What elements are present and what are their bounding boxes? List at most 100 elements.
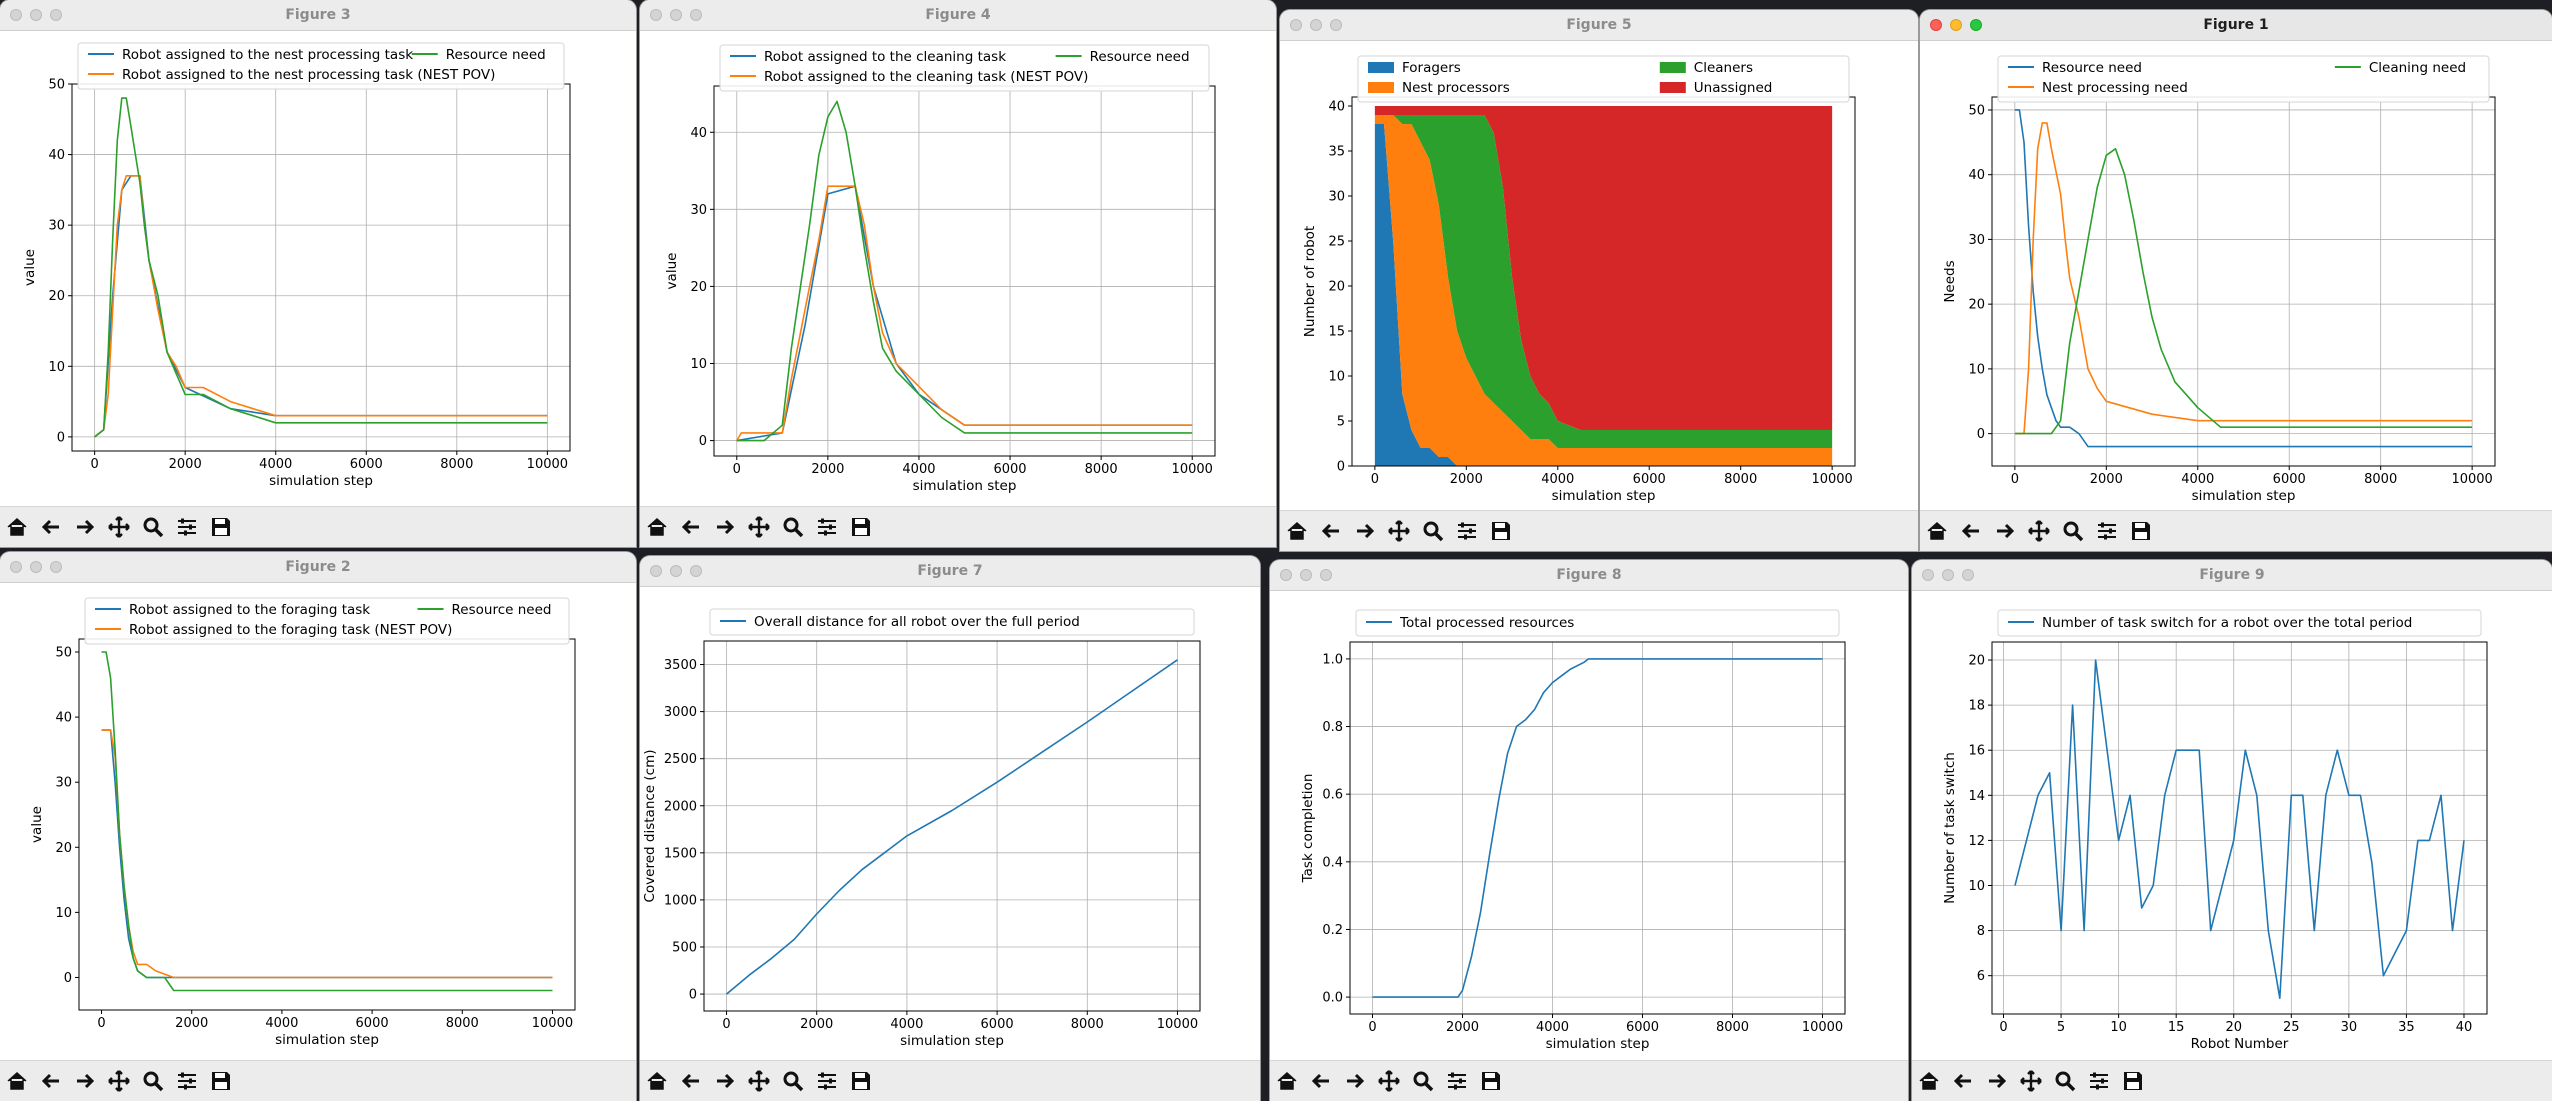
back-icon[interactable] bbox=[1950, 1068, 1976, 1094]
x-tick-label: 8000 bbox=[1716, 1020, 1749, 1035]
configure-icon[interactable] bbox=[1444, 1068, 1470, 1094]
forward-icon[interactable] bbox=[1342, 1068, 1368, 1094]
zoom-button[interactable] bbox=[1320, 569, 1332, 581]
save-icon[interactable] bbox=[1488, 518, 1514, 544]
legend-box bbox=[709, 608, 1195, 636]
y-axis-label: value bbox=[664, 253, 680, 290]
minimize-button[interactable] bbox=[670, 9, 682, 21]
forward-icon[interactable] bbox=[1352, 518, 1378, 544]
close-button[interactable] bbox=[10, 561, 22, 573]
save-icon[interactable] bbox=[208, 1068, 234, 1094]
y-tick-label: 10 bbox=[1328, 370, 1345, 385]
minimize-button[interactable] bbox=[1950, 19, 1962, 31]
minimize-button[interactable] bbox=[1310, 19, 1322, 31]
forward-icon[interactable] bbox=[72, 1068, 98, 1094]
y-tick-label: 35 bbox=[1328, 145, 1345, 160]
home-icon[interactable] bbox=[4, 1068, 30, 1094]
configure-icon[interactable] bbox=[1454, 518, 1480, 544]
pan-icon[interactable] bbox=[746, 514, 772, 540]
close-button[interactable] bbox=[650, 9, 662, 21]
home-icon[interactable] bbox=[644, 514, 670, 540]
forward-icon[interactable] bbox=[72, 514, 98, 540]
zoom-icon[interactable] bbox=[140, 514, 166, 540]
window-titlebar[interactable]: Figure 3 bbox=[0, 0, 636, 31]
save-icon[interactable] bbox=[2128, 518, 2154, 544]
zoom-button[interactable] bbox=[690, 9, 702, 21]
zoom-button[interactable] bbox=[1970, 19, 1982, 31]
back-icon[interactable] bbox=[678, 514, 704, 540]
pan-icon[interactable] bbox=[1376, 1068, 1402, 1094]
zoom-button[interactable] bbox=[50, 9, 62, 21]
series-line bbox=[94, 175, 548, 438]
close-button[interactable] bbox=[1280, 569, 1292, 581]
zoom-icon[interactable] bbox=[2060, 518, 2086, 544]
forward-icon[interactable] bbox=[1992, 518, 2018, 544]
zoom-icon[interactable] bbox=[140, 1068, 166, 1094]
zoom-icon[interactable] bbox=[1420, 518, 1446, 544]
home-icon[interactable] bbox=[1284, 518, 1310, 544]
legend-label: Nest processing need bbox=[2042, 80, 2188, 96]
window-titlebar[interactable]: Figure 1 bbox=[1920, 10, 2552, 41]
save-icon[interactable] bbox=[2120, 1068, 2146, 1094]
back-icon[interactable] bbox=[678, 1068, 704, 1094]
close-button[interactable] bbox=[1930, 19, 1942, 31]
zoom-button[interactable] bbox=[690, 565, 702, 577]
back-icon[interactable] bbox=[1958, 518, 1984, 544]
zoom-icon[interactable] bbox=[780, 1068, 806, 1094]
pan-icon[interactable] bbox=[746, 1068, 772, 1094]
minimize-button[interactable] bbox=[670, 565, 682, 577]
close-button[interactable] bbox=[1290, 19, 1302, 31]
window-titlebar[interactable]: Figure 5 bbox=[1280, 10, 1918, 41]
back-icon[interactable] bbox=[38, 1068, 64, 1094]
zoom-button[interactable] bbox=[1962, 569, 1974, 581]
home-icon[interactable] bbox=[1916, 1068, 1942, 1094]
pan-icon[interactable] bbox=[2018, 1068, 2044, 1094]
save-icon[interactable] bbox=[208, 514, 234, 540]
x-tick-label: 4000 bbox=[902, 462, 935, 477]
back-icon[interactable] bbox=[1318, 518, 1344, 544]
back-icon[interactable] bbox=[38, 514, 64, 540]
pan-icon[interactable] bbox=[1386, 518, 1412, 544]
close-button[interactable] bbox=[1922, 569, 1934, 581]
zoom-icon[interactable] bbox=[2052, 1068, 2078, 1094]
close-button[interactable] bbox=[650, 565, 662, 577]
home-icon[interactable] bbox=[4, 514, 30, 540]
minimize-button[interactable] bbox=[1942, 569, 1954, 581]
zoom-icon[interactable] bbox=[1410, 1068, 1436, 1094]
configure-icon[interactable] bbox=[2094, 518, 2120, 544]
minimize-button[interactable] bbox=[1300, 569, 1312, 581]
figure-2-window: Figure 2 0 2000 4000 6000 8000 10000 0 10 20 30 40… bbox=[0, 552, 636, 1101]
back-icon[interactable] bbox=[1308, 1068, 1334, 1094]
window-titlebar[interactable]: Figure 7 bbox=[640, 556, 1260, 587]
configure-icon[interactable] bbox=[2086, 1068, 2112, 1094]
legend-label: Robot assigned to the foraging task (NES… bbox=[129, 622, 452, 638]
save-icon[interactable] bbox=[848, 1068, 874, 1094]
configure-icon[interactable] bbox=[174, 1068, 200, 1094]
pan-icon[interactable] bbox=[106, 514, 132, 540]
home-icon[interactable] bbox=[1274, 1068, 1300, 1094]
configure-icon[interactable] bbox=[814, 514, 840, 540]
window-titlebar[interactable]: Figure 2 bbox=[0, 552, 636, 583]
home-icon[interactable] bbox=[1924, 518, 1950, 544]
window-titlebar[interactable]: Figure 9 bbox=[1912, 560, 2552, 591]
minimize-button[interactable] bbox=[30, 9, 42, 21]
close-button[interactable] bbox=[10, 9, 22, 21]
home-icon[interactable] bbox=[644, 1068, 670, 1094]
x-tick-label: 10000 bbox=[1802, 1020, 1843, 1035]
configure-icon[interactable] bbox=[174, 514, 200, 540]
window-titlebar[interactable]: Figure 4 bbox=[640, 0, 1276, 31]
forward-icon[interactable] bbox=[712, 514, 738, 540]
pan-icon[interactable] bbox=[106, 1068, 132, 1094]
forward-icon[interactable] bbox=[712, 1068, 738, 1094]
zoom-button[interactable] bbox=[1330, 19, 1342, 31]
save-icon[interactable] bbox=[1478, 1068, 1504, 1094]
zoom-icon[interactable] bbox=[780, 514, 806, 540]
minimize-button[interactable] bbox=[30, 561, 42, 573]
zoom-button[interactable] bbox=[50, 561, 62, 573]
figure-5-window: Figure 5 0 2000 4000 6000 8000 10000 0 5 10 15 20 2… bbox=[1280, 10, 1918, 551]
forward-icon[interactable] bbox=[1984, 1068, 2010, 1094]
pan-icon[interactable] bbox=[2026, 518, 2052, 544]
save-icon[interactable] bbox=[848, 514, 874, 540]
configure-icon[interactable] bbox=[814, 1068, 840, 1094]
window-titlebar[interactable]: Figure 8 bbox=[1270, 560, 1908, 591]
